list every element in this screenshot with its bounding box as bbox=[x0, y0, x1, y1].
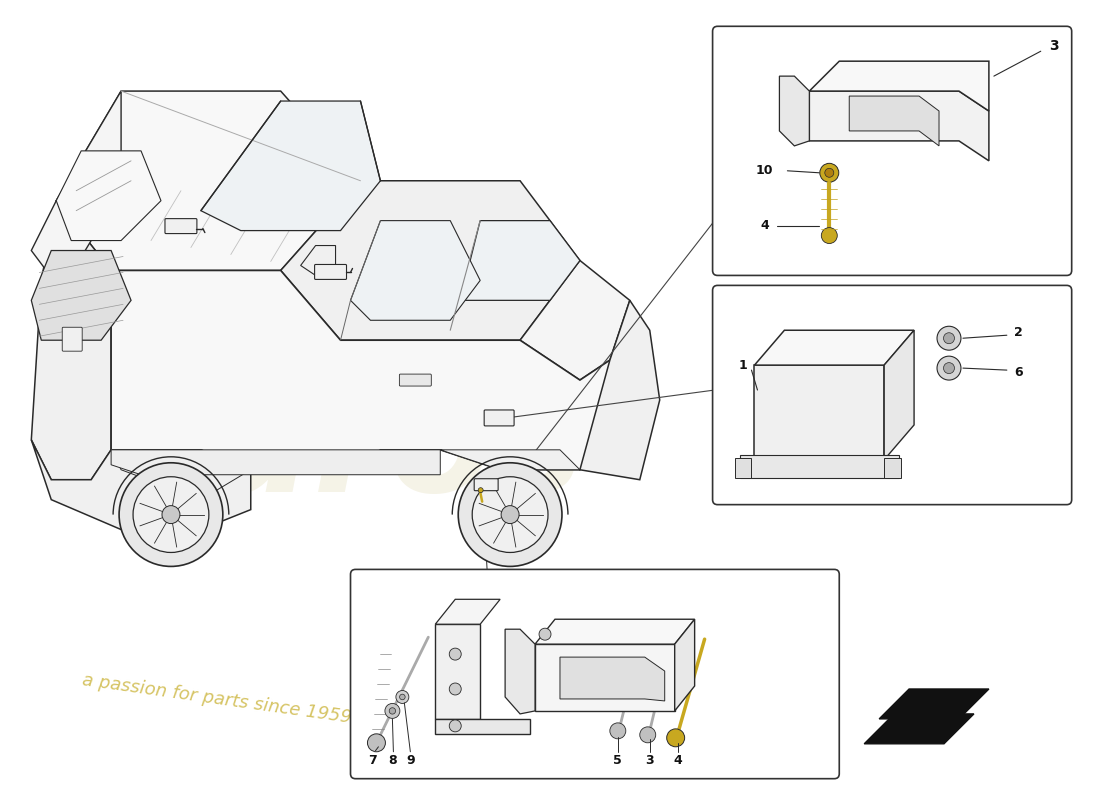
Polygon shape bbox=[580, 300, 660, 480]
Polygon shape bbox=[56, 151, 161, 241]
FancyBboxPatch shape bbox=[165, 218, 197, 234]
FancyBboxPatch shape bbox=[315, 265, 346, 279]
Polygon shape bbox=[111, 270, 630, 470]
Polygon shape bbox=[460, 221, 580, 300]
Text: 4: 4 bbox=[673, 754, 682, 767]
Polygon shape bbox=[755, 365, 884, 460]
Text: 1: 1 bbox=[739, 358, 748, 372]
Circle shape bbox=[449, 683, 461, 695]
Polygon shape bbox=[535, 619, 694, 644]
Circle shape bbox=[937, 356, 961, 380]
FancyBboxPatch shape bbox=[713, 286, 1071, 505]
Text: 7: 7 bbox=[368, 754, 377, 767]
Circle shape bbox=[133, 477, 209, 553]
Polygon shape bbox=[560, 657, 664, 701]
FancyBboxPatch shape bbox=[399, 374, 431, 386]
Circle shape bbox=[399, 694, 405, 700]
Circle shape bbox=[478, 488, 483, 493]
Polygon shape bbox=[31, 440, 251, 530]
Polygon shape bbox=[351, 221, 481, 320]
Text: a passion for parts since 1959: a passion for parts since 1959 bbox=[81, 671, 353, 726]
Circle shape bbox=[944, 333, 955, 344]
Polygon shape bbox=[884, 330, 914, 460]
Circle shape bbox=[937, 326, 961, 350]
Circle shape bbox=[820, 163, 839, 182]
Text: 9: 9 bbox=[406, 754, 415, 767]
Polygon shape bbox=[436, 599, 500, 624]
Polygon shape bbox=[865, 714, 974, 744]
Circle shape bbox=[502, 506, 519, 523]
Polygon shape bbox=[381, 450, 580, 470]
Circle shape bbox=[640, 727, 656, 743]
Circle shape bbox=[944, 362, 955, 374]
Polygon shape bbox=[111, 450, 251, 500]
Polygon shape bbox=[436, 624, 481, 719]
Circle shape bbox=[119, 462, 223, 566]
FancyBboxPatch shape bbox=[351, 570, 839, 778]
FancyBboxPatch shape bbox=[713, 26, 1071, 275]
Polygon shape bbox=[56, 91, 361, 270]
Polygon shape bbox=[879, 689, 989, 719]
Polygon shape bbox=[735, 458, 751, 478]
Circle shape bbox=[539, 628, 551, 640]
Polygon shape bbox=[31, 250, 131, 340]
Circle shape bbox=[396, 690, 409, 703]
Polygon shape bbox=[31, 91, 121, 290]
Text: 3: 3 bbox=[646, 754, 654, 767]
Text: 8: 8 bbox=[388, 754, 397, 767]
Circle shape bbox=[667, 729, 684, 746]
Polygon shape bbox=[201, 101, 381, 230]
Circle shape bbox=[825, 168, 834, 178]
Circle shape bbox=[367, 734, 385, 752]
Polygon shape bbox=[31, 201, 111, 480]
Text: euros: euros bbox=[101, 375, 585, 524]
Polygon shape bbox=[300, 246, 336, 275]
Polygon shape bbox=[884, 458, 901, 478]
Polygon shape bbox=[674, 619, 694, 711]
Polygon shape bbox=[810, 61, 989, 111]
Circle shape bbox=[459, 462, 562, 566]
Polygon shape bbox=[520, 261, 630, 380]
Polygon shape bbox=[810, 91, 989, 161]
Circle shape bbox=[449, 720, 461, 732]
Circle shape bbox=[822, 228, 837, 243]
Text: 5: 5 bbox=[614, 754, 623, 767]
Text: 6: 6 bbox=[1014, 366, 1023, 378]
Polygon shape bbox=[280, 181, 580, 340]
Text: 2: 2 bbox=[1014, 326, 1023, 338]
Polygon shape bbox=[849, 96, 939, 146]
Polygon shape bbox=[436, 719, 530, 734]
Circle shape bbox=[385, 703, 400, 718]
Circle shape bbox=[609, 723, 626, 739]
FancyBboxPatch shape bbox=[63, 327, 82, 351]
Polygon shape bbox=[111, 450, 440, 474]
Text: 10: 10 bbox=[756, 164, 773, 178]
Polygon shape bbox=[780, 76, 810, 146]
Circle shape bbox=[449, 648, 461, 660]
Text: 3: 3 bbox=[1049, 39, 1058, 54]
Circle shape bbox=[389, 708, 396, 714]
Polygon shape bbox=[505, 630, 535, 714]
Polygon shape bbox=[755, 330, 914, 365]
Polygon shape bbox=[535, 644, 674, 711]
Circle shape bbox=[162, 506, 180, 523]
Circle shape bbox=[472, 477, 548, 553]
Polygon shape bbox=[739, 455, 899, 478]
Text: 4: 4 bbox=[760, 219, 769, 232]
FancyBboxPatch shape bbox=[484, 410, 514, 426]
FancyBboxPatch shape bbox=[474, 478, 498, 490]
